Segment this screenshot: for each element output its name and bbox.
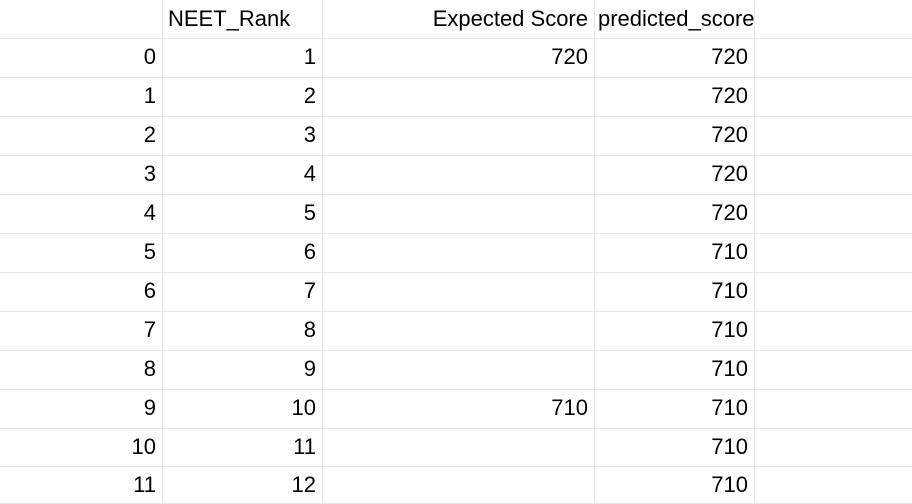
header-row: NEET_Rank Expected Score predicted_score (0, 0, 912, 38)
predicted-score-cell[interactable]: 720 (711, 83, 748, 108)
predicted-score-cell[interactable]: 710 (711, 239, 748, 264)
row-divider (0, 38, 912, 39)
predicted-score-cell[interactable]: 720 (711, 122, 748, 147)
index-cell[interactable]: 2 (143, 122, 156, 147)
row-divider (0, 194, 912, 195)
neet-rank-cell[interactable]: 5 (303, 200, 316, 225)
row-divider (0, 155, 912, 156)
expected-score-cell[interactable] (322, 311, 594, 349)
index-cell[interactable]: 3 (143, 161, 156, 186)
expected-score-cell[interactable]: 720 (551, 44, 588, 69)
table-row: 3 4 720 (0, 155, 912, 193)
table-row: 5 6 710 (0, 233, 912, 271)
header-cell-index[interactable] (0, 0, 162, 38)
neet-rank-cell[interactable]: 6 (303, 239, 316, 264)
neet-rank-cell[interactable]: 2 (303, 83, 316, 108)
neet-rank-cell[interactable]: 1 (303, 44, 316, 69)
column-divider (162, 0, 163, 504)
predicted-score-cell[interactable]: 720 (711, 161, 748, 186)
expected-score-cell[interactable] (322, 116, 594, 154)
table-row: 9 10 710 710 (0, 389, 912, 427)
table-row: 2 3 720 (0, 116, 912, 154)
column-divider (322, 0, 323, 504)
table-row: 8 9 710 (0, 350, 912, 388)
index-cell[interactable]: 4 (143, 200, 156, 225)
column-divider (754, 0, 755, 504)
row-divider (0, 350, 912, 351)
neet-rank-cell[interactable]: 11 (293, 434, 316, 459)
table-row: 11 12 710 (0, 466, 912, 504)
column-divider (594, 0, 595, 504)
index-cell[interactable]: 11 (133, 472, 156, 497)
expected-score-cell[interactable] (322, 350, 594, 388)
predicted-score-cell[interactable]: 710 (711, 434, 748, 459)
expected-score-cell[interactable] (322, 272, 594, 310)
predicted-score-cell[interactable]: 710 (711, 317, 748, 342)
header-cell-neet-rank[interactable]: NEET_Rank (168, 6, 291, 31)
table-row: 7 8 710 (0, 311, 912, 349)
expected-score-cell[interactable]: 710 (551, 395, 588, 420)
row-divider (0, 77, 912, 78)
row-divider (0, 272, 912, 273)
expected-score-cell[interactable] (322, 194, 594, 232)
table-row: 10 11 710 (0, 428, 912, 466)
neet-rank-cell[interactable]: 10 (291, 395, 316, 420)
predicted-score-cell[interactable]: 710 (711, 356, 748, 381)
neet-rank-cell[interactable]: 4 (303, 161, 316, 186)
predicted-score-cell[interactable]: 720 (711, 44, 748, 69)
index-cell[interactable]: 9 (143, 395, 156, 420)
expected-score-cell[interactable] (322, 233, 594, 271)
row-divider (0, 311, 912, 312)
index-cell[interactable]: 1 (143, 83, 156, 108)
index-cell[interactable]: 8 (143, 356, 156, 381)
row-divider (0, 466, 912, 467)
index-cell[interactable]: 7 (143, 317, 156, 342)
neet-rank-cell[interactable]: 12 (291, 472, 316, 497)
table-row: 4 5 720 (0, 194, 912, 232)
index-cell[interactable]: 6 (143, 278, 156, 303)
table-row: 1 2 720 (0, 77, 912, 115)
index-cell[interactable]: 0 (143, 44, 156, 69)
row-divider (0, 428, 912, 429)
expected-score-cell[interactable] (322, 428, 594, 466)
predicted-score-cell[interactable]: 720 (711, 200, 748, 225)
expected-score-cell[interactable] (322, 77, 594, 115)
expected-score-cell[interactable] (322, 466, 594, 504)
neet-rank-cell[interactable]: 8 (303, 317, 316, 342)
table-row: 6 7 710 (0, 272, 912, 310)
row-divider (0, 389, 912, 390)
neet-rank-cell[interactable]: 3 (303, 122, 316, 147)
neet-rank-cell[interactable]: 9 (303, 356, 316, 381)
predicted-score-cell[interactable]: 710 (711, 395, 748, 420)
predicted-score-cell[interactable]: 710 (711, 278, 748, 303)
row-divider (0, 233, 912, 234)
header-cell-expected-score[interactable]: Expected Score (432, 6, 588, 31)
index-cell[interactable]: 5 (143, 239, 156, 264)
row-divider (0, 116, 912, 117)
header-cell-empty[interactable] (754, 0, 912, 38)
neet-rank-cell[interactable]: 7 (303, 278, 316, 303)
predicted-score-cell[interactable]: 710 (711, 472, 748, 497)
table-row: 0 1 720 720 (0, 38, 912, 76)
expected-score-cell[interactable] (322, 155, 594, 193)
header-cell-predicted-score[interactable]: predicted_score (598, 6, 754, 31)
index-cell[interactable]: 10 (131, 434, 156, 459)
